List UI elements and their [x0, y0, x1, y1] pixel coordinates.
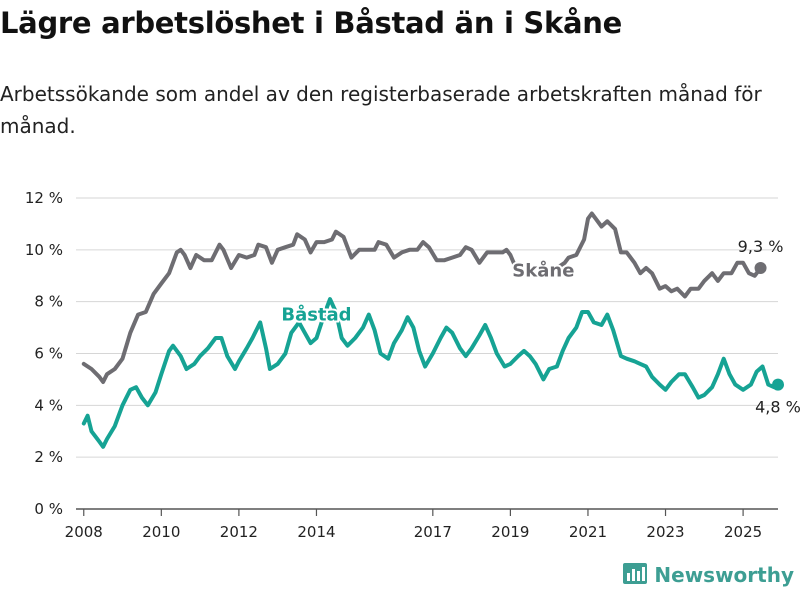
series-line-skane	[81, 229, 532, 384]
y-tick-label: 10 %	[25, 241, 63, 259]
series-endpoint-skane	[754, 261, 767, 274]
x-tick-label: 2008	[65, 523, 103, 541]
y-tick-label: 12 %	[25, 189, 63, 207]
series-label-bastad: Båstad	[281, 304, 351, 326]
brand-name: Newsworthy	[654, 563, 794, 587]
brand-logo: Newsworthy	[622, 560, 794, 590]
end-value-label-skane: 9,3 %	[738, 237, 784, 256]
y-tick-label: 8 %	[34, 293, 63, 311]
x-tick-label: 2012	[220, 523, 258, 541]
x-tick-label: 2010	[142, 523, 180, 541]
x-tick-label: 2025	[724, 523, 762, 541]
series-label-skane: Skåne	[512, 260, 574, 282]
y-tick-label: 6 %	[34, 345, 63, 363]
series-line-bastad	[81, 297, 780, 449]
x-tick-label: 2017	[414, 523, 452, 541]
x-tick-label: 2019	[491, 523, 529, 541]
end-value-label-bastad: 4,8 %	[755, 398, 800, 417]
y-tick-label: 4 %	[34, 396, 63, 414]
y-tick-label: 2 %	[34, 448, 63, 466]
bar-chart-logo-icon	[622, 560, 648, 590]
y-tick-label: 0 %	[34, 500, 63, 518]
x-tick-label: 2014	[297, 523, 335, 541]
x-tick-label: 2023	[646, 523, 684, 541]
page-title: Lägre arbetslöshet i Båstad än i Skåne	[0, 6, 622, 40]
x-tick-label: 2021	[569, 523, 607, 541]
chart-subtitle: Arbetssökande som andel av den registerb…	[0, 82, 762, 138]
series-line-skane	[554, 211, 763, 299]
series-endpoint-bastad	[772, 378, 784, 391]
